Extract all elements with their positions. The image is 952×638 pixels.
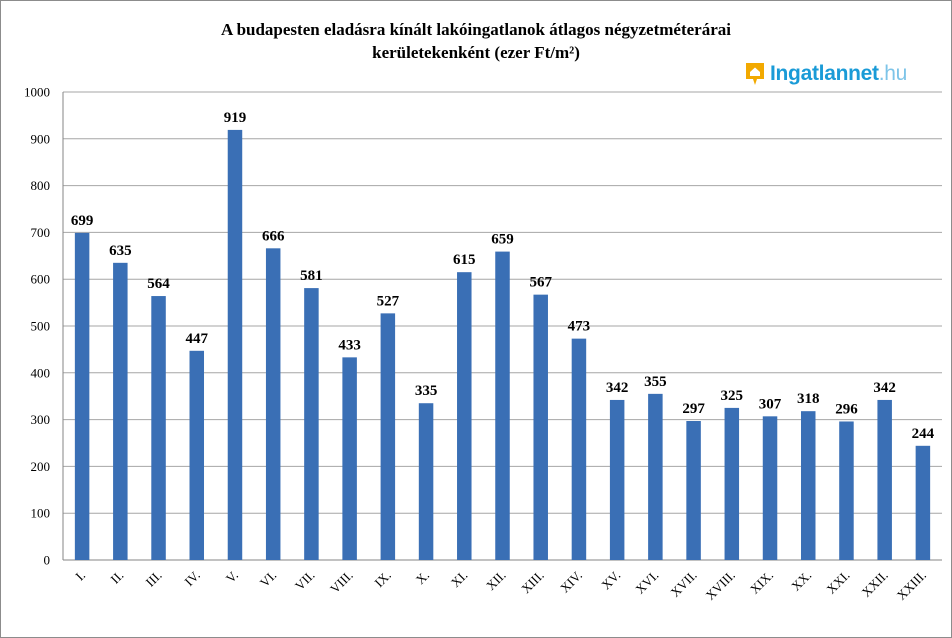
bar: [648, 393, 663, 560]
x-tick-label: XVIII.: [703, 568, 738, 603]
data-label: 297: [682, 401, 705, 417]
bar: [265, 248, 281, 560]
chart-title: A budapesten eladásra kínált lakóingatla…: [0, 18, 952, 64]
y-tick-label: 300: [31, 412, 51, 427]
x-tick-label: XXII.: [858, 568, 890, 600]
x-tick-label: I.: [72, 568, 88, 584]
bar: [495, 251, 510, 560]
x-tick-label: XII.: [483, 568, 509, 594]
house-pin-icon: [746, 63, 764, 85]
data-label: 581: [300, 268, 323, 284]
x-tick-label: XIX.: [747, 568, 776, 597]
bar: [686, 421, 701, 560]
data-label: 666: [262, 228, 285, 244]
x-tick-label: XVII.: [667, 568, 699, 600]
bar: [762, 416, 778, 560]
logo-tld: .hu: [878, 62, 908, 85]
x-tick-label: XIV.: [557, 568, 585, 596]
x-tick-label: II.: [107, 568, 126, 587]
ingatlannet-logo: Ingatlannet.hu: [744, 58, 907, 90]
data-label: 355: [644, 374, 667, 390]
x-tick-label: VI.: [257, 568, 280, 591]
x-tick-label: III.: [143, 568, 165, 590]
x-tick-label: X.: [413, 568, 433, 588]
bar: [151, 296, 166, 560]
y-tick-label: 800: [31, 178, 51, 193]
y-tick-label: 500: [31, 319, 51, 334]
bar: [571, 338, 587, 560]
y-tick-label: 0: [44, 553, 51, 568]
data-label: 659: [491, 232, 514, 248]
data-label: 335: [415, 383, 438, 399]
data-label: 325: [721, 388, 744, 404]
logo-text: Ingatlannet.hu: [770, 62, 907, 86]
y-tick-label: 600: [31, 272, 51, 287]
data-label: 527: [377, 293, 400, 309]
data-label: 473: [568, 319, 591, 335]
data-label: 244: [912, 426, 935, 442]
x-tick-label: IV.: [181, 568, 202, 589]
x-tick-label: XVI.: [632, 568, 661, 597]
x-tick-label: VII.: [292, 568, 318, 594]
bar: [533, 294, 548, 560]
x-tick-label: XX.: [788, 568, 814, 594]
data-label: 342: [606, 380, 629, 396]
x-tick-label: V.: [223, 568, 241, 586]
bar: [877, 399, 892, 560]
y-tick-label: 1000: [24, 85, 50, 100]
data-label: 567: [529, 275, 552, 291]
bar: [113, 262, 128, 560]
y-tick-label: 400: [31, 365, 51, 380]
bar: [227, 129, 243, 560]
x-tick-label: XV.: [598, 568, 623, 593]
bar: [74, 232, 90, 561]
bar: [915, 445, 931, 560]
bar: [800, 411, 816, 560]
data-label: 307: [759, 396, 782, 412]
bar: [342, 357, 357, 560]
y-tick-label: 700: [31, 225, 51, 240]
data-label: 564: [147, 276, 170, 292]
data-label: 699: [71, 213, 94, 229]
bar: [380, 313, 396, 560]
logo-brand: Ingatlannet: [770, 62, 879, 85]
data-label: 433: [338, 337, 361, 353]
chart-title-line-2: kerületekenként (ezer Ft/m²): [372, 43, 580, 62]
x-tick-label: XIII.: [518, 568, 547, 597]
bar: [418, 403, 434, 560]
data-label: 296: [835, 401, 858, 417]
bar: [724, 407, 740, 560]
x-tick-label: XXI.: [823, 568, 852, 597]
y-tick-label: 200: [31, 459, 51, 474]
data-label: 342: [873, 380, 896, 396]
data-label: 615: [453, 252, 476, 268]
data-label: 318: [797, 391, 820, 407]
x-tick-label: IX.: [371, 568, 394, 591]
y-tick-label: 100: [31, 506, 51, 521]
chart-title-line-1: A budapesten eladásra kínált lakóingatla…: [220, 20, 731, 39]
y-tick-label: 900: [31, 131, 51, 146]
bar: [839, 421, 854, 560]
x-tick-label: XI.: [448, 568, 471, 591]
x-tick-label: XXIII.: [894, 568, 929, 603]
bar: [609, 399, 625, 560]
x-tick-label: VIII.: [327, 568, 356, 597]
bar: [304, 288, 319, 560]
bar: [457, 272, 472, 560]
bar: [189, 350, 205, 560]
data-label: 919: [224, 110, 247, 126]
data-label: 635: [109, 243, 132, 259]
data-label: 447: [186, 331, 209, 347]
